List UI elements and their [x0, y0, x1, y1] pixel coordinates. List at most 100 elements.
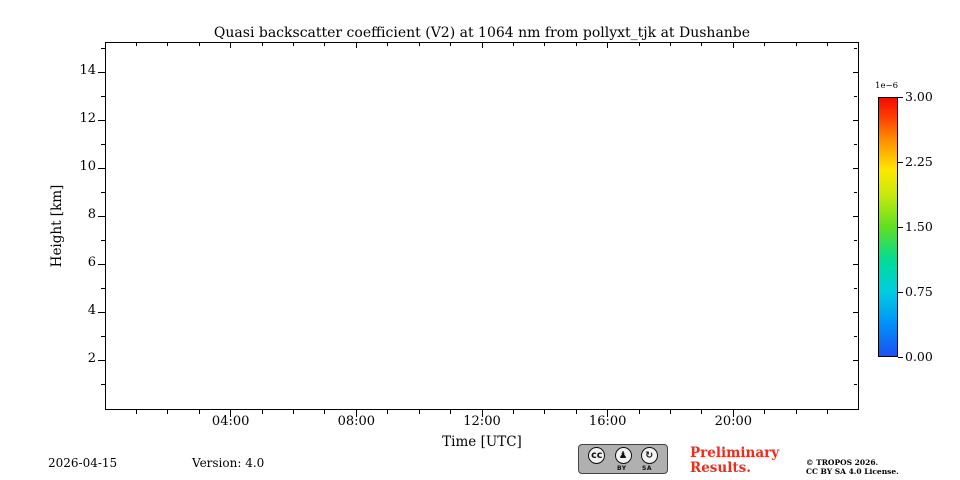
- x-minor-tick: [293, 410, 294, 414]
- x-axis-label: Time [UTC]: [442, 434, 522, 450]
- chart-title: Quasi backscatter coefficient (V2) at 10…: [213, 25, 751, 41]
- preliminary-note: Preliminary Results.: [690, 446, 779, 475]
- x-major-tick-top: [732, 43, 734, 48]
- y-minor-tick: [101, 95, 105, 97]
- y-tick-label: 14: [79, 63, 96, 78]
- copyright-note: © TROPOS 2026. CC BY SA 4.0 License.: [806, 458, 899, 476]
- x-minor-tick-top: [198, 43, 200, 46]
- y-tick-label: 2: [87, 351, 96, 366]
- colorbar-tick-label: 3.00: [905, 89, 933, 104]
- y-major-tick-right: [853, 311, 858, 313]
- y-major-tick: [98, 311, 105, 313]
- x-minor-tick-top: [261, 43, 263, 46]
- y-tick-label: 4: [87, 303, 96, 318]
- y-minor-tick: [101, 191, 105, 193]
- x-minor-tick: [167, 410, 169, 414]
- y-minor-tick-right: [854, 191, 857, 193]
- x-tick-label: 16:00: [588, 414, 627, 429]
- x-minor-tick: [575, 410, 577, 414]
- x-minor-tick: [198, 410, 200, 414]
- x-minor-tick: [387, 410, 389, 414]
- y-minor-tick-right: [854, 383, 857, 385]
- colorbar-scale-label: 1e−6: [875, 81, 898, 91]
- x-minor-tick-top: [764, 43, 766, 46]
- y-major-tick: [98, 263, 105, 265]
- y-minor-tick: [101, 383, 105, 385]
- x-minor-tick: [418, 410, 420, 414]
- preliminary-line1: Preliminary: [690, 445, 780, 461]
- x-minor-tick-top: [670, 43, 671, 46]
- x-major-tick-top: [481, 43, 483, 48]
- x-tick-label: 20:00: [714, 414, 753, 429]
- x-major-tick: [607, 410, 609, 417]
- x-minor-tick: [450, 410, 452, 414]
- x-minor-tick: [324, 410, 326, 414]
- x-minor-tick: [795, 410, 797, 414]
- x-minor-tick: [638, 410, 640, 414]
- y-major-tick: [98, 215, 105, 217]
- cc-by-label: BY: [617, 465, 627, 472]
- x-minor-tick: [544, 410, 546, 414]
- x-tick-label: 12:00: [463, 414, 501, 429]
- colorbar-tick-label: 0.00: [905, 349, 933, 364]
- y-minor-tick: [101, 239, 105, 241]
- y-major-tick-right: [853, 71, 858, 73]
- x-major-tick: [481, 410, 483, 417]
- colorbar-tick: [898, 161, 903, 163]
- x-minor-tick-top: [450, 43, 452, 46]
- y-tick-label: 10: [79, 159, 96, 174]
- colorbar-tick-label: 1.50: [905, 219, 933, 234]
- plot-area: [105, 42, 859, 410]
- x-minor-tick-top: [135, 43, 137, 46]
- x-minor-tick-top: [795, 43, 797, 46]
- copyright-line2: CC BY SA 4.0 License.: [806, 467, 899, 476]
- x-major-tick-top: [355, 43, 357, 48]
- x-minor-tick: [512, 410, 514, 414]
- colorbar-tick: [898, 226, 903, 228]
- x-tick-label: 04:00: [211, 414, 250, 429]
- y-minor-tick-right: [854, 95, 857, 97]
- y-tick-label: 12: [79, 111, 96, 126]
- y-minor-tick: [101, 287, 105, 289]
- y-tick-label: 6: [87, 255, 96, 270]
- x-minor-tick-top: [544, 43, 546, 46]
- x-minor-tick: [135, 410, 137, 414]
- x-major-tick: [355, 410, 357, 417]
- x-minor-tick: [670, 410, 671, 414]
- cc-by-person-icon: ♟: [614, 447, 632, 464]
- x-major-tick: [230, 410, 232, 417]
- x-minor-tick-top: [387, 43, 389, 46]
- x-minor-tick-top: [293, 43, 294, 46]
- x-major-tick: [732, 410, 734, 417]
- colorbar-tick: [898, 356, 903, 358]
- y-minor-tick-right: [854, 287, 857, 289]
- x-minor-tick-top: [324, 43, 326, 46]
- y-major-tick: [98, 119, 105, 121]
- x-major-tick-top: [230, 43, 232, 48]
- x-minor-tick-top: [638, 43, 640, 46]
- y-minor-tick: [101, 47, 105, 49]
- y-major-tick-right: [853, 215, 858, 217]
- x-minor-tick-top: [701, 43, 703, 46]
- y-major-tick-right: [853, 359, 858, 361]
- x-minor-tick-top: [575, 43, 577, 46]
- x-minor-tick: [764, 410, 766, 414]
- y-minor-tick-right: [854, 335, 857, 337]
- y-minor-tick-right: [854, 239, 857, 241]
- x-major-tick-top: [607, 43, 609, 48]
- y-minor-tick: [101, 143, 105, 145]
- y-minor-tick-right: [854, 143, 857, 145]
- cc-license-badge: cc ♟ ↻ BY SA: [578, 444, 668, 474]
- x-minor-tick: [827, 410, 829, 414]
- x-minor-tick-top: [167, 43, 169, 46]
- x-minor-tick: [701, 410, 703, 414]
- colorbar-tick-label: 0.75: [905, 284, 933, 299]
- x-minor-tick: [261, 410, 263, 414]
- date-label: 2026-04-15: [48, 456, 118, 470]
- y-major-tick-right: [853, 119, 858, 121]
- copyright-line1: © TROPOS 2026.: [806, 458, 879, 467]
- y-tick-label: 8: [87, 207, 96, 222]
- x-minor-tick-top: [418, 43, 420, 46]
- x-tick-label: 08:00: [337, 414, 376, 429]
